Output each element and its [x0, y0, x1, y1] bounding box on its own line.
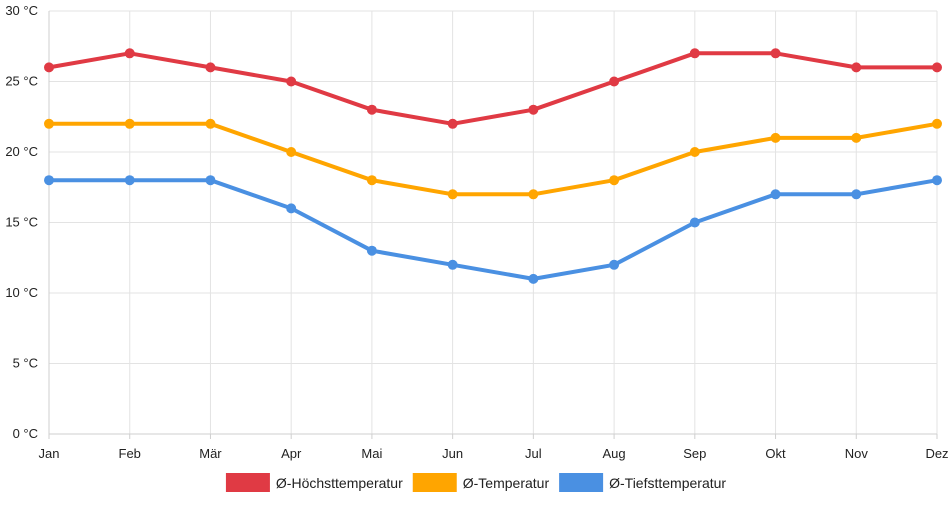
series-line [47, 178, 939, 281]
y-tick-label: 0 °C [13, 426, 38, 441]
y-tick-label: 30 °C [5, 3, 38, 18]
x-tick-label: Dez [925, 446, 948, 461]
data-point[interactable] [609, 259, 620, 270]
data-point[interactable] [932, 118, 942, 129]
data-point[interactable] [205, 62, 216, 73]
x-tick-label: Nov [845, 446, 869, 461]
series-2 [44, 175, 942, 284]
data-point[interactable] [447, 118, 458, 129]
data-point[interactable] [124, 48, 135, 59]
legend: Ø-Höchsttemperatur Ø-Temperatur Ø-Tiefstte… [225, 473, 726, 492]
x-axis: Jan Feb Mär Apr Mai Jun Jul Aug Sep Okt Nov Dez [39, 433, 949, 461]
legend-swatch [412, 473, 457, 492]
data-point[interactable] [851, 189, 862, 200]
grid [48, 10, 938, 435]
data-point[interactable] [44, 118, 54, 129]
x-tick-label: Mai [361, 446, 382, 461]
y-tick-label: 10 °C [5, 285, 38, 300]
y-tick-label: 20 °C [5, 144, 38, 159]
data-point[interactable] [447, 259, 458, 270]
data-point[interactable] [689, 147, 700, 157]
data-point[interactable] [286, 203, 297, 214]
y-tick-label: 25 °C [5, 74, 38, 89]
legend-label: Ø-Höchsttemperatur [276, 475, 403, 491]
x-tick-label: Jun [442, 446, 463, 461]
data-point[interactable] [447, 189, 458, 200]
series-1 [44, 118, 942, 200]
y-axis: 0 °C 5 °C 10 °C 15 °C 20 °C 25 °C 30 °C [5, 3, 50, 441]
legend-swatch [225, 473, 270, 492]
series-line [47, 121, 939, 197]
data-point[interactable] [528, 104, 539, 115]
data-point[interactable] [528, 273, 539, 284]
data-point[interactable] [286, 76, 297, 87]
data-point[interactable] [932, 62, 942, 73]
data-point[interactable] [770, 132, 781, 143]
y-tick-label: 5 °C [13, 356, 38, 371]
data-point[interactable] [366, 104, 377, 115]
data-point[interactable] [851, 132, 862, 143]
data-point[interactable] [689, 48, 700, 59]
x-tick-label: Mär [199, 446, 222, 461]
data-point[interactable] [609, 175, 620, 186]
data-point[interactable] [366, 245, 377, 256]
data-point[interactable] [932, 175, 942, 186]
x-tick-label: Aug [603, 446, 626, 461]
data-point[interactable] [366, 175, 377, 186]
series-line [47, 51, 939, 126]
legend-item[interactable]: Ø-Höchsttemperatur [225, 473, 403, 492]
x-tick-label: Okt [765, 446, 786, 461]
data-point[interactable] [286, 147, 297, 157]
data-point[interactable] [689, 217, 700, 228]
data-point[interactable] [851, 62, 862, 73]
series-0 [44, 48, 942, 129]
data-point[interactable] [528, 189, 539, 200]
x-tick-label: Apr [281, 446, 302, 461]
data-point[interactable] [770, 48, 781, 59]
series-lines [44, 48, 942, 284]
x-tick-label: Jul [525, 446, 542, 461]
data-point[interactable] [770, 189, 781, 200]
data-point[interactable] [124, 118, 135, 129]
legend-item[interactable]: Ø-Tiefsttemperatur [559, 473, 726, 492]
data-point[interactable] [44, 62, 54, 73]
data-point[interactable] [44, 175, 54, 186]
data-point[interactable] [205, 175, 216, 186]
legend-swatch [559, 473, 604, 492]
data-point[interactable] [609, 76, 620, 87]
y-tick-label: 15 °C [5, 215, 38, 230]
data-point[interactable] [124, 175, 135, 186]
legend-label: Ø-Tiefsttemperatur [609, 475, 726, 491]
legend-item[interactable]: Ø-Temperatur [412, 473, 550, 492]
x-tick-label: Sep [683, 446, 706, 461]
legend-label: Ø-Temperatur [463, 475, 550, 491]
x-tick-label: Feb [119, 446, 141, 461]
x-tick-label: Jan [39, 446, 60, 461]
data-point[interactable] [205, 118, 216, 129]
